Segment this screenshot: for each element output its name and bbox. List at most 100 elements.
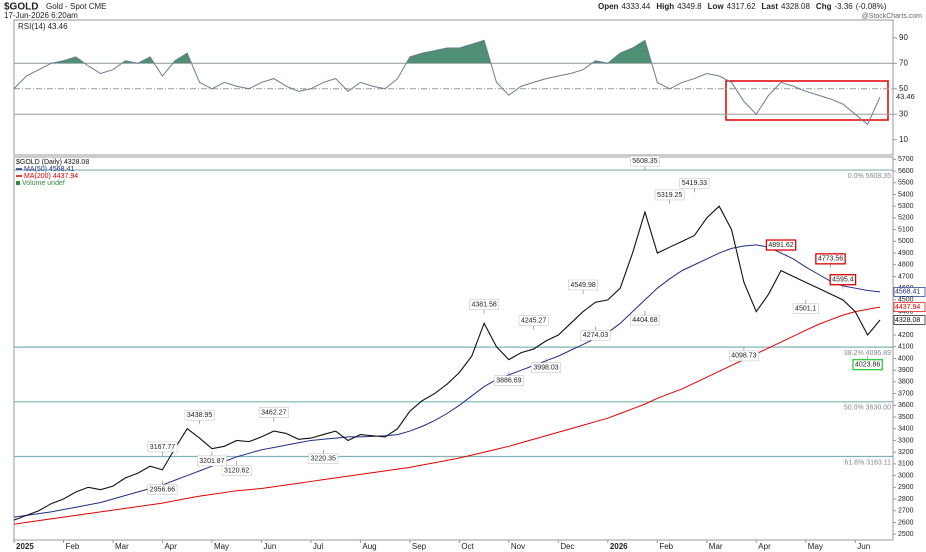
annotation-label: 4404.68 [632, 317, 657, 324]
x-tick-label: Apr [758, 542, 771, 551]
annotation-box [815, 253, 846, 265]
quote-value: 4328.08 [781, 2, 810, 11]
legend-value: 4568.41 [49, 166, 74, 173]
annotation-box [630, 155, 660, 167]
annotation-box [792, 303, 819, 315]
quote-value: -3.36 [834, 2, 853, 11]
rsi-name: RSI(14) [18, 22, 46, 31]
annotation-box [258, 407, 289, 418]
y-tick-label: 2800 [898, 496, 914, 503]
annotation-box [147, 441, 178, 453]
annotation-box [729, 350, 759, 362]
price-panel [13, 156, 894, 541]
annotation-box [654, 189, 685, 201]
y-tick-label: 4900 [898, 250, 914, 257]
x-tick-label: Mar [709, 542, 723, 551]
quote-label: Open [598, 2, 619, 11]
value-tag-box [893, 287, 926, 297]
y-tick-label: 50 [899, 84, 908, 93]
annotation-label: 5319.25 [657, 192, 682, 199]
annotation-label: 4891.62 [768, 242, 793, 249]
x-tick-label: May [214, 542, 229, 551]
rsi-panel [13, 19, 894, 156]
legend-extra: Volume undef [22, 180, 65, 187]
y-tick-label: 5400 [898, 191, 914, 198]
y-tick-label: 5300 [898, 203, 914, 210]
annotation-label: 3886.69 [496, 378, 521, 385]
value-tag: 4568.41 [895, 289, 920, 296]
quote-value: 4333.44 [621, 2, 650, 11]
y-tick-label: 3800 [898, 379, 914, 386]
annotation-label: 3998.03 [533, 365, 558, 372]
y-tick-label: 4800 [898, 262, 914, 269]
fib-label: 50.0% 3630.00 [844, 405, 891, 412]
fib-label: 38.2% 4096.89 [844, 350, 891, 357]
annotation-label: 3438.95 [187, 412, 212, 419]
fib-label: 0.0% 5608.35 [848, 173, 891, 180]
x-tick-label: Sep [412, 542, 427, 551]
annotation-box [221, 465, 252, 476]
y-tick-label: 5500 [898, 180, 914, 187]
y-tick-label: 5600 [898, 168, 914, 175]
x-tick-label: Mar [115, 542, 129, 551]
y-tick-label: 2500 [898, 531, 914, 538]
annotation-label: 4245.27 [521, 318, 546, 325]
x-tick-label: 2025 [16, 542, 34, 551]
legend-name: $GOLD (Daily) [16, 159, 62, 166]
y-tick-label: 5700 [898, 156, 914, 163]
quote-label: Chg [816, 2, 832, 11]
legend-name: MA(50) [24, 166, 47, 173]
y-tick-label: 10 [899, 135, 908, 144]
y-tick-label: 4700 [898, 273, 914, 280]
quote-value: 4317.62 [727, 2, 756, 11]
x-tick-label: Feb [659, 542, 673, 551]
y-tick-label: 3000 [898, 472, 914, 479]
annotation-label: 4023.86 [855, 362, 880, 369]
annotation-box [197, 455, 227, 467]
highlight-box [725, 80, 889, 121]
annotation-label: 2956.66 [150, 487, 175, 494]
annotation-box [308, 453, 339, 465]
y-tick-label: 2600 [898, 519, 914, 526]
symbol: $GOLD [4, 2, 38, 13]
annotation-box [518, 315, 549, 326]
x-tick-label: Nov [511, 542, 525, 551]
rsi-area [51, 40, 652, 64]
y-tick-label: 5000 [898, 238, 914, 245]
annotation-label: 3462.27 [261, 409, 286, 416]
annotation-box [765, 239, 797, 251]
value-tag-box [893, 302, 926, 313]
y-tick-label: 3100 [898, 461, 914, 468]
x-tick-label: Apr [164, 542, 177, 551]
annotation-label: 4274.03 [583, 332, 608, 339]
annotation-box [493, 375, 524, 386]
date: 17-Jun-2026 6:20am [4, 11, 78, 20]
y-tick-label: 5200 [898, 215, 914, 222]
x-tick-label: May [808, 542, 823, 551]
annotation-label: 5419.33 [682, 180, 707, 187]
change-pct: (-0.08%) [856, 2, 887, 11]
value-tag: 4437.94 [895, 304, 920, 311]
quote-label: Low [708, 2, 725, 11]
quote-label: High [656, 2, 674, 11]
quote-value: 4349.8 [677, 2, 702, 11]
series-line [13, 205, 881, 521]
annotation-box [184, 409, 215, 421]
fib-label: 61.8% 3163.11 [844, 459, 891, 466]
annotation-label: 3201.87 [199, 458, 224, 465]
y-tick-label: 3400 [898, 426, 914, 433]
legend-name: MA(200) [24, 173, 51, 180]
y-tick-label: 3600 [898, 402, 914, 409]
x-tick-label: Oct [461, 542, 474, 551]
annotation-box [469, 299, 500, 311]
value-tag-box [893, 315, 926, 325]
annotation-label: 5608.35 [632, 158, 657, 165]
annotation-box [531, 362, 561, 373]
y-tick-label: 3700 [898, 390, 914, 397]
annotation-box [679, 177, 710, 189]
annotation-box [829, 274, 857, 286]
annotation-label: 4595.4 [832, 277, 854, 284]
legend-value: 4437.94 [53, 173, 78, 180]
y-tick-label: 4000 [898, 355, 914, 362]
quote-label: Last [762, 2, 779, 11]
